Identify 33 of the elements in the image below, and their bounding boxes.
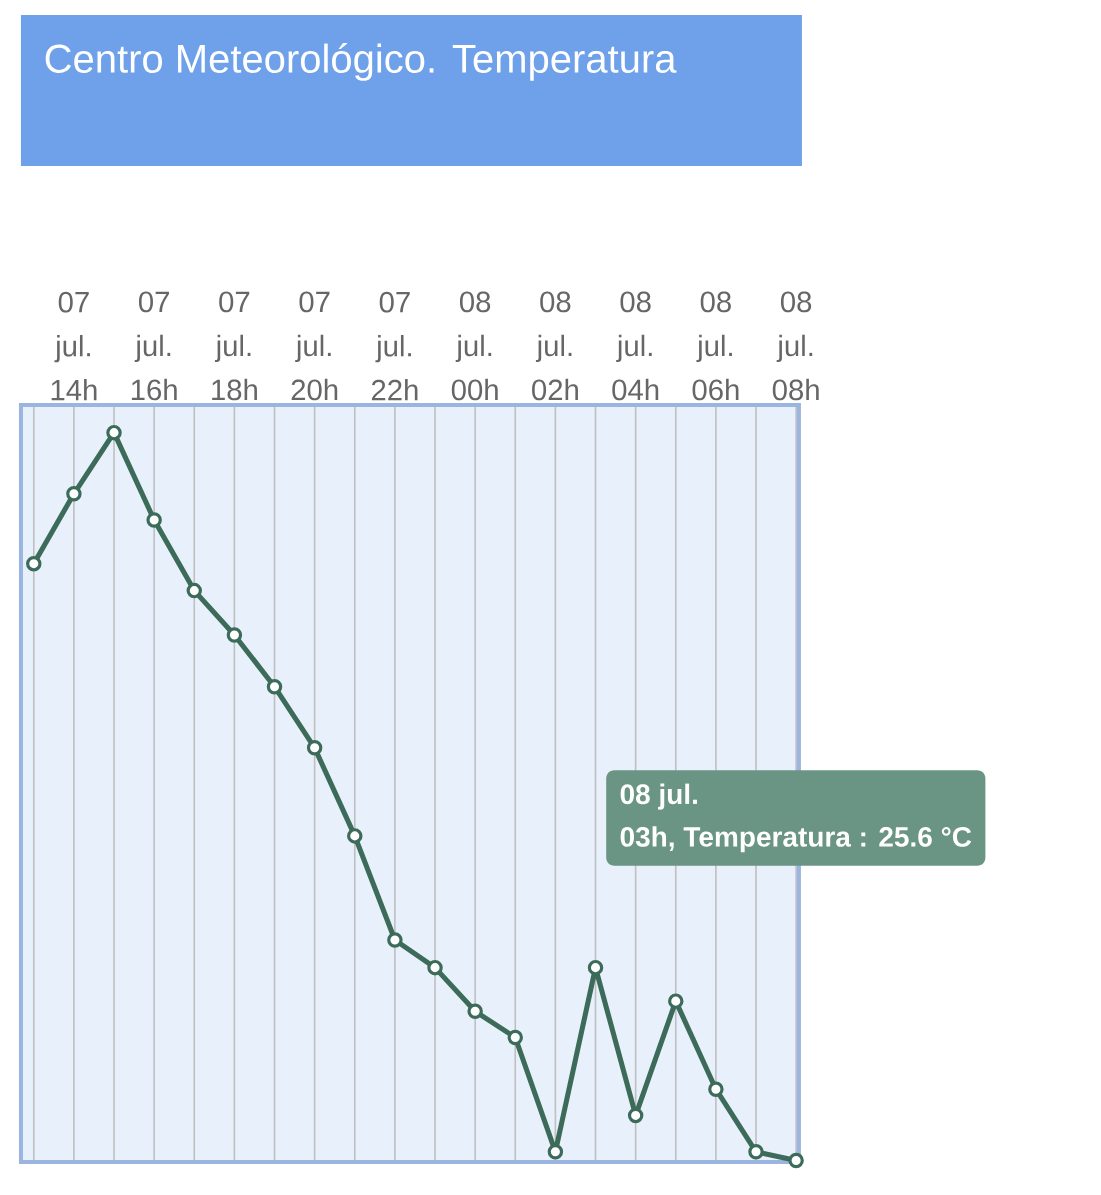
point [186,582,203,599]
point [467,1003,483,1020]
x-tick-label: 07 jul. 20h [291,291,338,401]
point [627,1107,644,1124]
x-tick-label: 08 jul. 06h [692,291,739,401]
point [26,555,42,572]
x-tick-label: 08 jul. 08h [772,291,819,401]
point [226,627,243,643]
point [106,424,122,441]
x-tick-label: 08 jul. 02h [532,291,578,401]
point [387,932,403,948]
annotation: 03h, Temperatura : 25.6 °C [620,826,972,853]
x-tick-label: 07 jul. 16h [131,291,177,401]
point [266,678,283,695]
point [66,486,82,502]
point [347,828,363,844]
x-tick-label: 07 jul. 14h [51,291,97,401]
point [748,1144,764,1160]
point [507,1029,524,1046]
point [306,740,323,756]
x-tick-label: 07 jul. 22h [371,291,418,401]
point [668,993,684,1009]
chart-title: Centro Meteorológico. Temperatura [45,43,677,81]
point [708,1081,724,1097]
x-tick-label: 08 jul. 04h [612,291,659,401]
point [788,1152,804,1169]
point [146,512,162,528]
point [427,959,443,976]
point [587,959,604,976]
x-tick-label: 08 jul. 00h [451,291,498,401]
annotation: 08 jul. [620,783,697,810]
point [547,1144,564,1160]
x-tick-label: 07 jul. 18h [212,291,257,401]
